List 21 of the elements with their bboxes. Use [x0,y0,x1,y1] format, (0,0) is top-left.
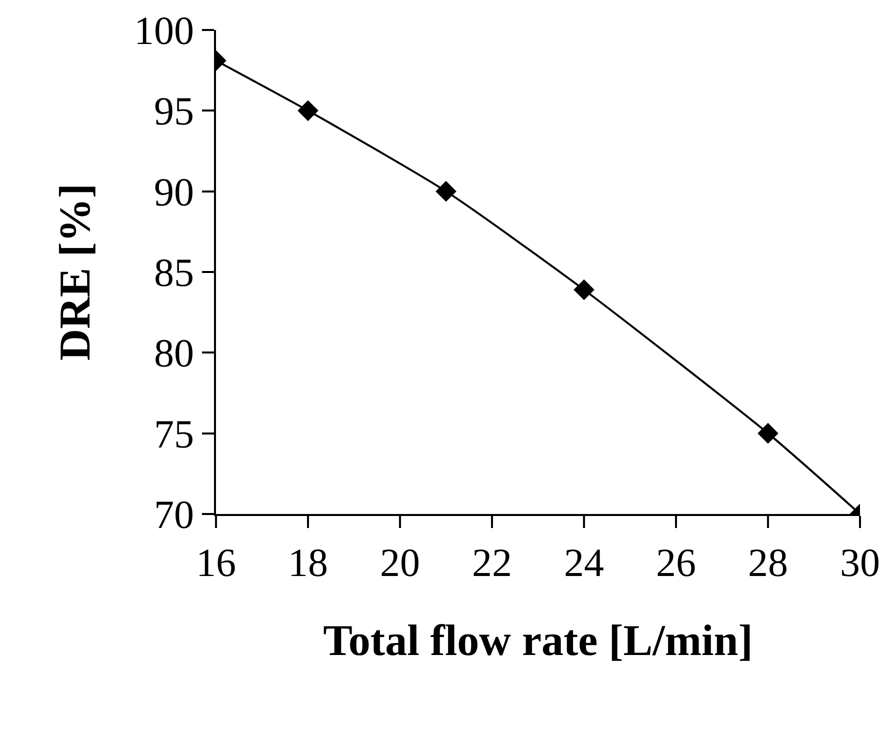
point [298,100,318,122]
x-tick-label: 18 [288,540,328,585]
point [758,422,778,444]
y-tick-label: 100 [134,8,194,53]
y-tick-label: 75 [154,411,194,456]
x-tick-label: 20 [380,540,420,585]
y-tick-label: 95 [154,88,194,134]
x-tick-label: 30 [840,540,880,585]
x-tick-label: 26 [656,540,696,585]
x-tick-label: 28 [748,540,788,585]
y-tick-label: 80 [154,330,194,376]
y-tick-label: 70 [154,492,194,537]
x-tick-label: 24 [564,540,604,585]
y-axis-title: DRE [%] [50,183,100,361]
x-axis-title: Total flow rate [L/min] [323,616,753,665]
x-tick-label: 22 [472,540,512,585]
y-tick-label: 90 [154,169,194,214]
y-tick-label: 85 [154,250,194,295]
point [574,279,594,300]
x-tick-label: 16 [196,540,236,585]
point [436,180,456,202]
